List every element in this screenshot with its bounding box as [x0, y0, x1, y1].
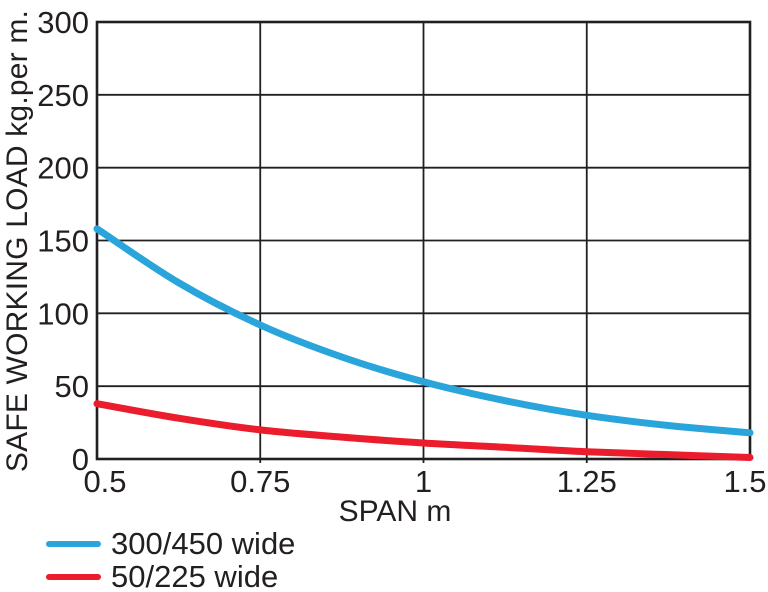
- legend-item-300-450-wide: 300/450 wide: [46, 528, 295, 560]
- y-tick-label: 200: [37, 151, 89, 186]
- y-tick-label: 50: [55, 369, 89, 404]
- legend-label: 300/450 wide: [111, 526, 296, 561]
- x-tick-label: 0.75: [230, 464, 290, 499]
- series-curve-red: [93, 400, 754, 461]
- x-tick-label: 0.5: [83, 464, 126, 499]
- y-tick-label: 100: [37, 296, 89, 331]
- legend-label: 50/225 wide: [111, 559, 279, 592]
- y-tick-label: 250: [37, 78, 89, 113]
- y-axis-title: SAFE WORKING LOAD kg.per m.: [1, 9, 34, 473]
- legend-line-swatch-blue: [46, 541, 101, 547]
- x-tick-label: 1.5: [723, 464, 766, 499]
- x-tick-label: 1.25: [557, 464, 617, 499]
- x-tick-label: 1: [415, 464, 432, 499]
- y-tick-label: 0: [72, 442, 89, 477]
- y-tick-label: 150: [37, 224, 89, 259]
- x-axis-title: SPAN m: [338, 495, 452, 528]
- legend: 300/450 wide 50/225 wide: [46, 528, 295, 592]
- plot-border: [95, 20, 752, 461]
- legend-item-50-225-wide: 50/225 wide: [46, 561, 295, 592]
- legend-line-swatch-red: [46, 574, 101, 580]
- series-curve-blue: [93, 225, 754, 437]
- y-tick-label: 300: [37, 5, 89, 40]
